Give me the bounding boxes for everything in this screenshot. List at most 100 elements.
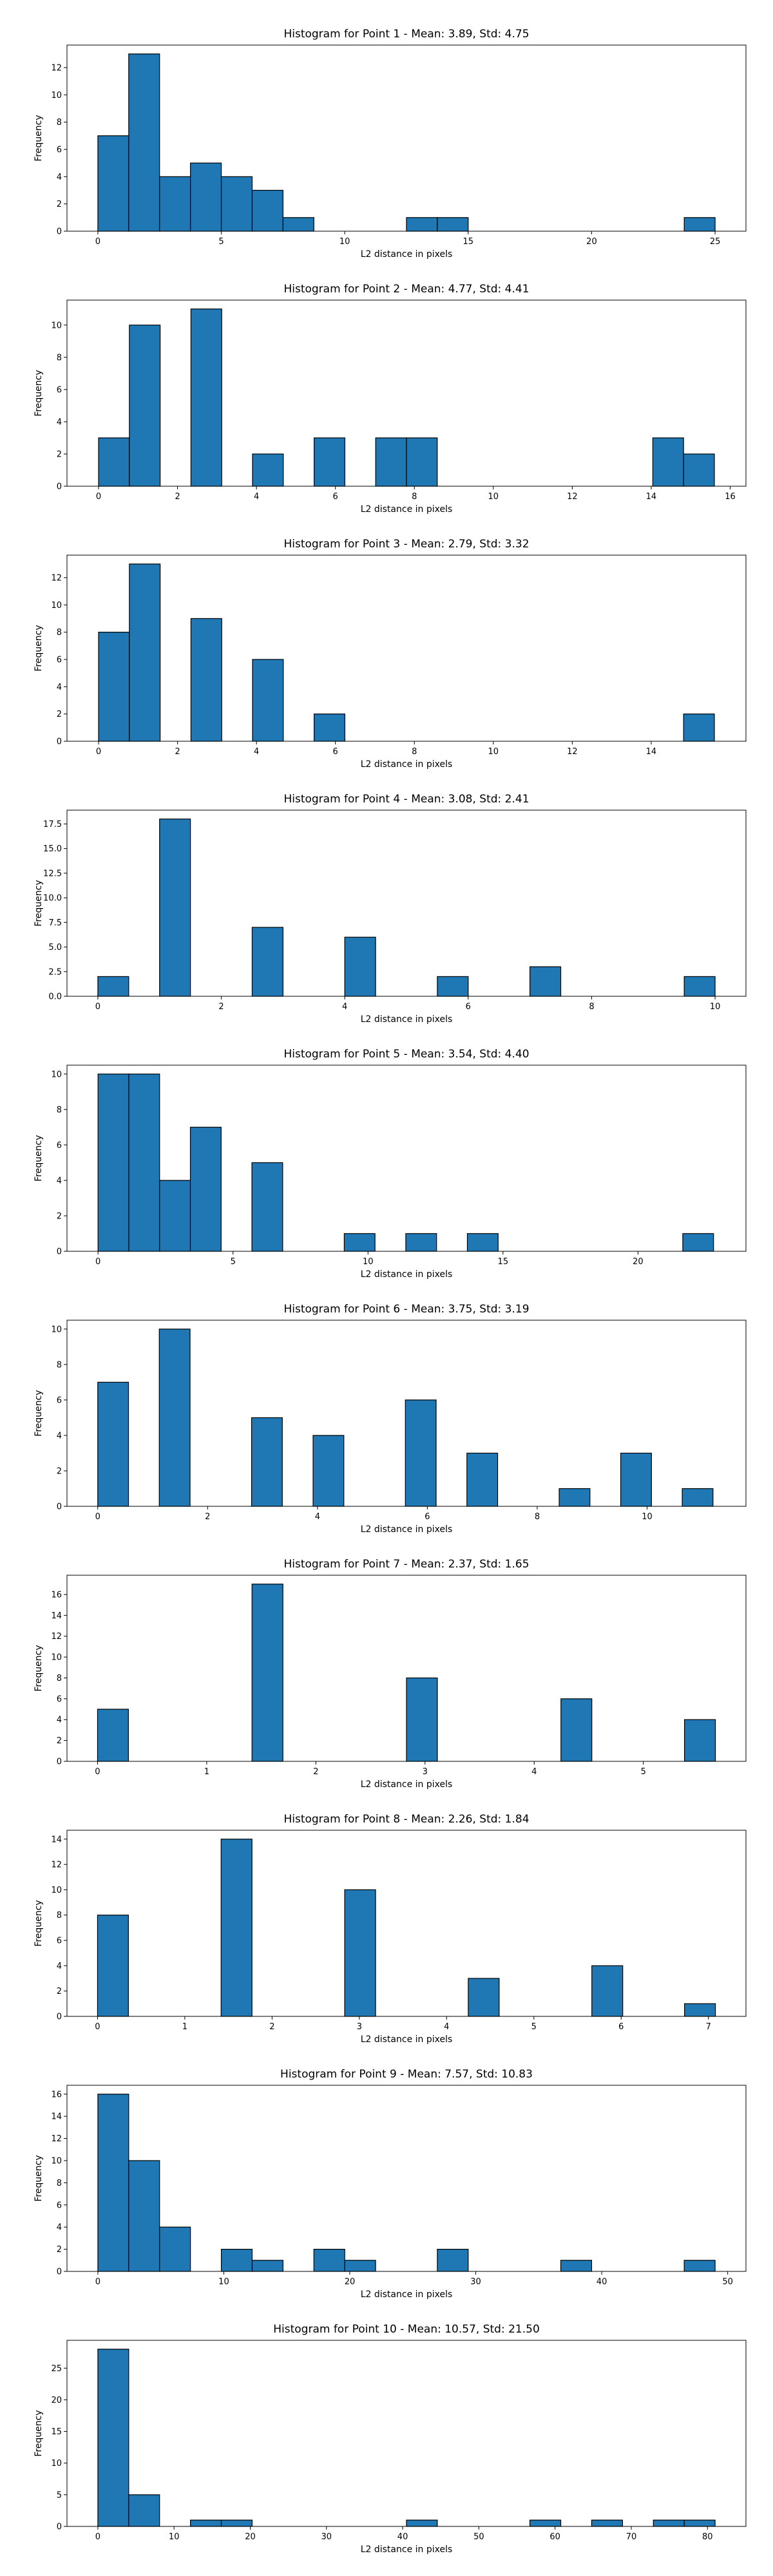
y-axis-label: Frequency	[33, 625, 44, 671]
y-tick-label: 2	[57, 1211, 62, 1221]
histogram-bar	[530, 966, 562, 997]
y-tick-label: 8	[57, 1105, 62, 1115]
y-axis-label: Frequency	[33, 370, 44, 416]
x-tick-label: 0	[95, 2532, 100, 2542]
x-tick-label: 0	[95, 2277, 100, 2287]
histogram-bar	[97, 1381, 129, 1507]
x-tick-label: 2	[175, 492, 180, 502]
histogram-bar	[220, 2519, 253, 2527]
y-tick-label: 4	[57, 1176, 62, 1186]
histogram-bar	[406, 1677, 438, 1762]
x-tick-label: 0	[96, 747, 101, 757]
y-tick-label: 17.5	[43, 820, 62, 829]
histogram-bar	[97, 976, 129, 997]
x-tick-label: 3	[357, 2022, 362, 2032]
y-axis-label: Frequency	[33, 115, 44, 161]
x-axis-label: L2 distance in pixels	[361, 1269, 453, 1280]
y-tick-label: 4	[57, 417, 62, 427]
histogram-bar	[344, 936, 376, 997]
histogram-bar	[684, 2003, 716, 2017]
x-tick-label: 4	[254, 492, 259, 502]
x-axis-label: L2 distance in pixels	[361, 2034, 453, 2045]
histogram-bar	[683, 217, 716, 232]
y-tick-label: 0	[57, 1757, 62, 1767]
x-tick-label: 4	[342, 1002, 347, 1012]
histogram-bar	[159, 1180, 191, 1252]
y-tick-label: 0	[57, 227, 62, 237]
y-tick-label: 8	[57, 353, 62, 363]
y-tick-label: 0	[57, 2523, 62, 2532]
y-axis-label: Frequency	[33, 880, 44, 926]
y-tick-label: 0	[57, 2012, 62, 2022]
y-tick-label: 10	[51, 2156, 62, 2166]
histogram-bar	[683, 2260, 716, 2272]
y-tick-label: 10	[51, 1886, 62, 1895]
histogram-panel: Histogram for Point 4 - Mean: 3.08, Std:…	[33, 793, 747, 1025]
y-tick-label: 4	[57, 1431, 62, 1441]
x-axis-label: L2 distance in pixels	[361, 1014, 453, 1025]
histogram-bar	[314, 714, 346, 742]
histogram-bar	[405, 1399, 437, 1507]
histogram-bar	[159, 819, 191, 997]
histogram-bar	[344, 2260, 376, 2272]
histogram-bar	[683, 453, 715, 487]
y-tick-label: 14	[51, 2112, 62, 2122]
y-tick-label: 2	[57, 710, 62, 719]
histogram-bar	[189, 1126, 222, 1252]
x-tick-label: 1	[204, 1767, 209, 1777]
x-tick-label: 1	[182, 2022, 187, 2032]
histogram-bar	[560, 1698, 593, 1762]
x-tick-label: 4	[444, 2022, 449, 2032]
y-axis-label: Frequency	[33, 1900, 44, 1946]
histogram-bar	[159, 176, 191, 232]
y-tick-label: 12.5	[43, 869, 62, 878]
x-tick-label: 60	[549, 2532, 560, 2542]
chart-title: Histogram for Point 2 - Mean: 4.77, Std:…	[283, 283, 529, 296]
axes-frame	[66, 554, 747, 742]
histogram-bar	[190, 308, 222, 487]
chart-title: Histogram for Point 5 - Mean: 3.54, Std:…	[283, 1048, 529, 1061]
chart-title: Histogram for Point 9 - Mean: 7.57, Std:…	[280, 2068, 533, 2081]
axes-frame	[66, 1575, 747, 1762]
x-tick-label: 4	[531, 1767, 537, 1777]
y-tick-label: 10	[51, 1070, 62, 1079]
axes-frame	[66, 2340, 747, 2527]
x-tick-label: 10	[488, 747, 499, 757]
y-tick-label: 15.0	[43, 844, 62, 854]
x-tick-label: 30	[321, 2532, 332, 2542]
x-tick-label: 10	[710, 1002, 721, 1012]
x-tick-label: 4	[254, 747, 259, 757]
x-tick-label: 12	[567, 747, 578, 757]
chart-title: Histogram for Point 3 - Mean: 2.79, Std:…	[283, 538, 529, 551]
y-tick-label: 7.5	[48, 918, 62, 928]
x-tick-label: 7	[706, 2022, 711, 2032]
y-axis-label: Frequency	[33, 1390, 44, 1436]
histogram-bar	[251, 2260, 283, 2272]
y-tick-label: 5	[57, 2490, 62, 2500]
y-tick-label: 12	[51, 2134, 62, 2144]
chart-title: Histogram for Point 4 - Mean: 3.08, Std:…	[283, 793, 529, 806]
y-tick-label: 4	[57, 1716, 62, 1725]
x-tick-label: 8	[412, 747, 417, 757]
axes-frame	[66, 810, 747, 997]
histogram-bar	[683, 2519, 716, 2527]
chart-title: Histogram for Point 1 - Mean: 3.89, Std:…	[283, 28, 529, 41]
x-tick-label: 10	[339, 237, 350, 247]
x-tick-label: 14	[646, 492, 657, 502]
y-tick-label: 0	[57, 2268, 62, 2277]
y-axis-label: Frequency	[33, 1135, 44, 1181]
chart-title: Histogram for Point 8 - Mean: 2.26, Std:…	[283, 1813, 529, 1826]
x-tick-label: 0	[95, 1002, 100, 1012]
histogram-bar	[683, 1719, 716, 1762]
y-tick-label: 14	[51, 1611, 62, 1621]
histogram-bar	[97, 135, 129, 232]
histogram-bar	[251, 1417, 283, 1507]
y-tick-label: 8	[57, 1360, 62, 1370]
x-axis-label: L2 distance in pixels	[361, 2289, 453, 2300]
histogram-panel: Histogram for Point 10 - Mean: 10.57, St…	[33, 2323, 747, 2555]
histogram-bar	[437, 976, 469, 997]
y-tick-label: 0	[57, 482, 62, 492]
histogram-bar	[251, 927, 283, 997]
histogram-bar	[97, 2349, 129, 2527]
y-tick-label: 20	[51, 2396, 62, 2405]
